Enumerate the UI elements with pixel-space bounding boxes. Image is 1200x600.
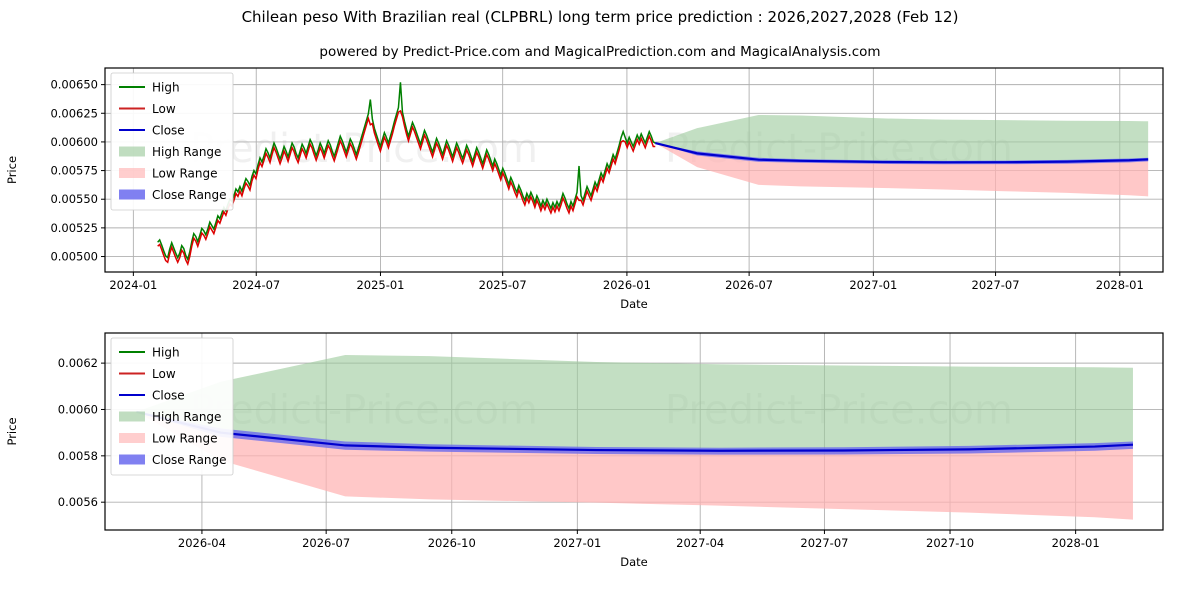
x-axis-ticks: 2024-01 2024-07 2025-01 2025-07 2026-01 2026-…: [109, 272, 1144, 292]
x-tick-label: 2028-01: [1096, 278, 1144, 292]
high-range-band: [136, 355, 1133, 451]
chart-overview: Predict-Price.comPredict-Price.com0.0050…: [5, 67, 1164, 310]
y-tick-label: 0.00500: [50, 250, 98, 264]
legend-item-label: Close: [152, 124, 185, 138]
high-range-band: [655, 114, 1149, 163]
y-tick-label: 0.00525: [50, 221, 98, 235]
y-tick-label: 0.00550: [50, 192, 98, 206]
legend-item-label: High Range: [152, 410, 221, 424]
y-axis-ticks: 0.00500 0.00525 0.00550 0.00575 0.00600 0.006…: [50, 78, 105, 264]
y-tick-label: 0.0058: [58, 449, 98, 463]
close-range-band: [655, 143, 1149, 165]
x-axis-label: Date: [620, 555, 648, 569]
y-tick-label: 0.0060: [58, 402, 98, 416]
legend-item-label: High Range: [152, 145, 221, 159]
page-subtitle: powered by Predict-Price.com and Magical…: [319, 44, 881, 60]
legend-item-label: Close Range: [152, 188, 227, 202]
x-tick-label: 2026-01: [603, 278, 651, 292]
history-high-line: [157, 82, 656, 262]
legend-item-label: Close: [152, 389, 185, 403]
y-tick-label: 0.00650: [50, 78, 98, 92]
x-tick-label: 2028-01: [1052, 536, 1100, 550]
legend-swatch-patch: [119, 411, 145, 422]
x-tick-label: 2025-01: [356, 278, 404, 292]
y-tick-label: 0.0062: [58, 356, 98, 370]
x-tick-label: 2027-01: [553, 536, 601, 550]
x-axis-label: Date: [620, 297, 648, 310]
x-tick-label: 2026-04: [178, 536, 226, 550]
x-tick-label: 2026-10: [428, 536, 476, 550]
plot-frame: [104, 67, 1164, 273]
y-tick-label: 0.00575: [50, 164, 98, 178]
y-axis-label: Price: [5, 156, 19, 184]
legend-item-label: Low: [152, 102, 176, 116]
x-tick-label: 2024-07: [232, 278, 280, 292]
x-tick-label: 2026-07: [725, 278, 773, 292]
x-tick-label: 2024-01: [109, 278, 157, 292]
page-title: Chilean peso With Brazilian real (CLPBRL…: [241, 8, 959, 26]
forecast-close-line: [136, 410, 1134, 452]
chart-legend: High Low Close High Range Low Range Close Ran…: [110, 337, 234, 476]
plot-frame: [104, 332, 1164, 531]
x-tick-label: 2027-04: [676, 536, 724, 550]
x-tick-label: 2027-10: [926, 536, 974, 550]
legend-item-label: High: [152, 346, 180, 360]
chart-forecast-detail: Predict-Price.comPredict-Price.com0.0056…: [5, 332, 1164, 569]
legend-swatch-patch: [119, 189, 145, 200]
legend-item-label: Low Range: [152, 432, 217, 446]
legend-item-label: Close Range: [152, 453, 227, 467]
legend-swatch-patch: [119, 433, 145, 443]
legend-item-label: Low: [152, 367, 176, 381]
y-axis-label: Price: [5, 417, 19, 445]
x-tick-label: 2027-01: [849, 278, 897, 292]
legend-item-label: High: [152, 81, 180, 95]
x-tick-label: 2027-07: [800, 536, 848, 550]
legend-swatch-patch: [119, 168, 145, 178]
y-tick-label: 0.0056: [58, 495, 98, 509]
forecast-close-line: [655, 142, 1149, 164]
history-low-line: [157, 109, 656, 267]
chart-legend: High Low Close High Range Low Range Close Ran…: [110, 72, 234, 211]
x-tick-label: 2026-07: [302, 536, 350, 550]
close-range-band: [136, 411, 1133, 455]
x-tick-label: 2027-07: [972, 278, 1020, 292]
y-tick-label: 0.00625: [50, 106, 98, 120]
x-tick-label: 2025-07: [479, 278, 527, 292]
low-range-band: [136, 411, 1133, 520]
low-range-band: [655, 143, 1149, 197]
x-axis-ticks: 2026-04 2026-07 2026-10 2027-01 2027-04 2027-…: [178, 530, 1100, 550]
y-tick-label: 0.00600: [50, 135, 98, 149]
y-axis-ticks: 0.0056 0.0058 0.0060 0.0062: [58, 356, 105, 509]
legend-swatch-patch: [119, 454, 145, 465]
legend-swatch-patch: [119, 146, 145, 157]
grid-lines: [105, 68, 1163, 272]
legend-item-label: Low Range: [152, 167, 217, 181]
